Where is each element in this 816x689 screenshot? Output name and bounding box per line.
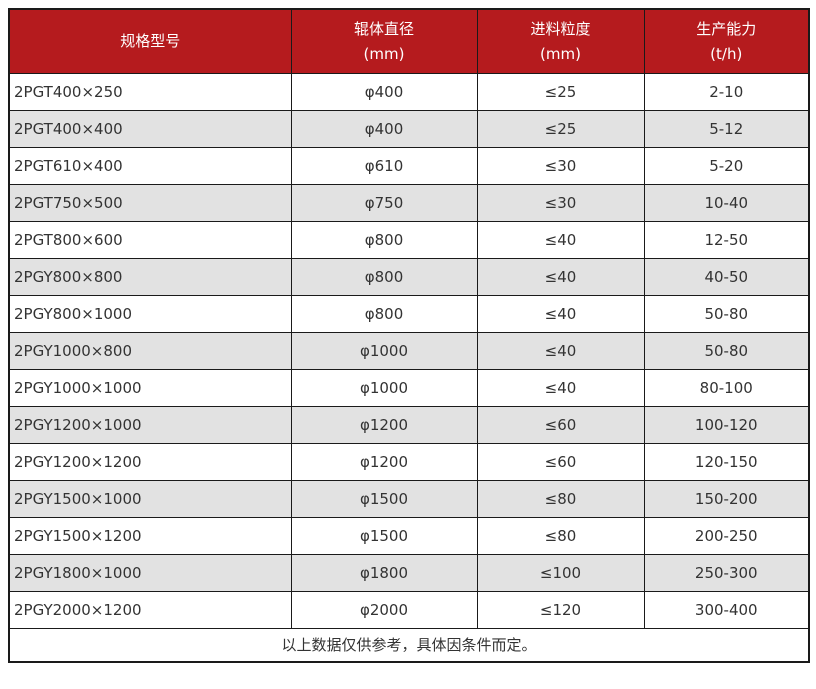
value-cell: φ400 [290, 72, 478, 111]
value-cell: φ1200 [290, 442, 478, 481]
table-header: 规格型号 辊体直径 (mm) 进料粒度 (mm) 生产能力 (t/h) [8, 8, 810, 74]
value-cell: ≤80 [476, 479, 645, 518]
footer-row: 以上数据仅供参考，具体因条件而定。 [8, 627, 810, 663]
table-header-row: 规格型号 辊体直径 (mm) 进料粒度 (mm) 生产能力 (t/h) [8, 8, 810, 74]
value-cell: φ750 [290, 183, 478, 222]
table-row: 2PGT400×400 φ400 ≤25 5-12 [8, 109, 810, 148]
column-header: 辊体直径 (mm) [290, 8, 478, 74]
footer-note: 以上数据仅供参考，具体因条件而定。 [8, 627, 810, 663]
value-cell: ≤40 [476, 294, 645, 333]
table-row: 2PGT800×600 φ800 ≤40 12-50 [8, 220, 810, 259]
value-cell: φ1500 [290, 516, 478, 555]
column-header-unit: (t/h) [710, 44, 743, 63]
value-cell: ≤60 [476, 405, 645, 444]
table-row: 2PGY1800×1000 φ1800 ≤100 250-300 [8, 553, 810, 592]
value-cell: ≤40 [476, 331, 645, 370]
value-cell: 150-200 [643, 479, 810, 518]
model-cell: 2PGT750×500 [8, 183, 292, 222]
table-row: 2PGY1500×1200 φ1500 ≤80 200-250 [8, 516, 810, 555]
value-cell: φ1200 [290, 405, 478, 444]
model-cell: 2PGY1500×1000 [8, 479, 292, 518]
table-row: 2PGT400×250 φ400 ≤25 2-10 [8, 72, 810, 111]
model-cell: 2PGY800×800 [8, 257, 292, 296]
model-cell: 2PGY1000×800 [8, 331, 292, 370]
value-cell: φ800 [290, 294, 478, 333]
column-header-unit: (mm) [540, 44, 581, 63]
value-cell: ≤100 [476, 553, 645, 592]
table-row: 2PGT750×500 φ750 ≤30 10-40 [8, 183, 810, 222]
table-row: 2PGY800×1000 φ800 ≤40 50-80 [8, 294, 810, 333]
column-header-unit: (mm) [363, 44, 405, 63]
value-cell: 50-80 [643, 294, 810, 333]
value-cell: φ400 [290, 109, 478, 148]
value-cell: φ1800 [290, 553, 478, 592]
model-cell: 2PGT400×250 [8, 72, 292, 111]
value-cell: ≤40 [476, 368, 645, 407]
value-cell: 120-150 [643, 442, 810, 481]
model-cell: 2PGY1500×1200 [8, 516, 292, 555]
value-cell: φ800 [290, 220, 478, 259]
value-cell: ≤40 [476, 257, 645, 296]
value-cell: 100-120 [643, 405, 810, 444]
value-cell: 2-10 [643, 72, 810, 111]
table-row: 2PGY1000×1000 φ1000 ≤40 80-100 [8, 368, 810, 407]
column-header-label: 规格型号 [120, 31, 181, 50]
value-cell: 5-12 [643, 109, 810, 148]
table-footer: 以上数据仅供参考，具体因条件而定。 [8, 627, 810, 663]
model-cell: 2PGY1000×1000 [8, 368, 292, 407]
value-cell: 12-50 [643, 220, 810, 259]
value-cell: ≤60 [476, 442, 645, 481]
column-header: 进料粒度 (mm) [476, 8, 645, 74]
model-cell: 2PGT610×400 [8, 146, 292, 185]
model-cell: 2PGY1200×1200 [8, 442, 292, 481]
value-cell: 300-400 [643, 590, 810, 629]
value-cell: φ2000 [290, 590, 478, 629]
table-row: 2PGY800×800 φ800 ≤40 40-50 [8, 257, 810, 296]
model-cell: 2PGY2000×1200 [8, 590, 292, 629]
value-cell: ≤40 [476, 220, 645, 259]
value-cell: 80-100 [643, 368, 810, 407]
value-cell: φ1000 [290, 368, 478, 407]
spec-table: 规格型号 辊体直径 (mm) 进料粒度 (mm) 生产能力 (t/h) 2PGT400×25… [8, 8, 810, 663]
value-cell: ≤80 [476, 516, 645, 555]
table-body: 2PGT400×250 φ400 ≤25 2-10 2PGT400×400 φ400 ≤25… [8, 72, 810, 629]
value-cell: 50-80 [643, 331, 810, 370]
table-row: 2PGY1200×1200 φ1200 ≤60 120-150 [8, 442, 810, 481]
table-row: 2PGT610×400 φ610 ≤30 5-20 [8, 146, 810, 185]
value-cell: φ610 [290, 146, 478, 185]
model-cell: 2PGY1200×1000 [8, 405, 292, 444]
column-header-label: 生产能力 [696, 20, 757, 39]
table-row: 2PGY1000×800 φ1000 ≤40 50-80 [8, 331, 810, 370]
column-header: 生产能力 (t/h) [643, 8, 810, 74]
value-cell: ≤120 [476, 590, 645, 629]
value-cell: 10-40 [643, 183, 810, 222]
model-cell: 2PGT400×400 [8, 109, 292, 148]
column-header: 规格型号 [8, 8, 292, 74]
value-cell: 5-20 [643, 146, 810, 185]
table-row: 2PGY2000×1200 φ2000 ≤120 300-400 [8, 590, 810, 629]
value-cell: 40-50 [643, 257, 810, 296]
column-header-label: 辊体直径 [353, 20, 414, 39]
value-cell: 200-250 [643, 516, 810, 555]
column-header-label: 进料粒度 [530, 20, 591, 39]
table-row: 2PGY1200×1000 φ1200 ≤60 100-120 [8, 405, 810, 444]
value-cell: ≤30 [476, 183, 645, 222]
value-cell: φ800 [290, 257, 478, 296]
value-cell: 250-300 [643, 553, 810, 592]
value-cell: φ1000 [290, 331, 478, 370]
model-cell: 2PGY800×1000 [8, 294, 292, 333]
value-cell: ≤25 [476, 109, 645, 148]
model-cell: 2PGT800×600 [8, 220, 292, 259]
model-cell: 2PGY1800×1000 [8, 553, 292, 592]
value-cell: ≤30 [476, 146, 645, 185]
value-cell: ≤25 [476, 72, 645, 111]
value-cell: φ1500 [290, 479, 478, 518]
spec-table-container: 规格型号 辊体直径 (mm) 进料粒度 (mm) 生产能力 (t/h) 2PGT400×25… [8, 8, 810, 663]
table-row: 2PGY1500×1000 φ1500 ≤80 150-200 [8, 479, 810, 518]
